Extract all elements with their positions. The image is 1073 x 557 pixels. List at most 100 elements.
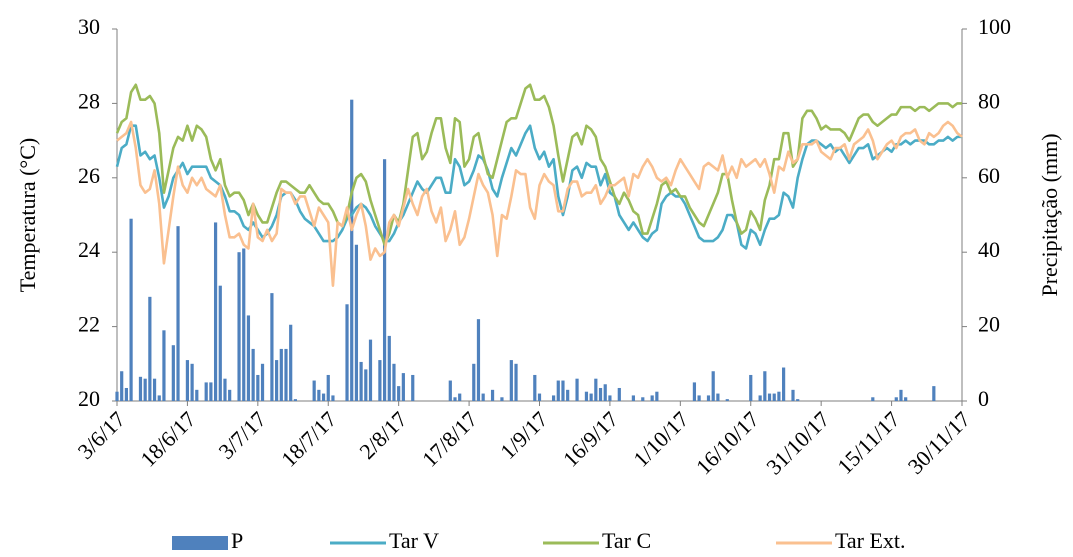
bar [284, 348, 288, 401]
y2-tick-label: 40 [978, 237, 1000, 262]
bar [575, 378, 579, 401]
legend-label: Tar V [389, 528, 439, 553]
x-tick-label: 2/8/17 [354, 406, 411, 463]
y2-axis-title: Precipitação (mm) [1037, 133, 1062, 296]
bar [251, 348, 255, 401]
bar [213, 222, 218, 401]
bar [270, 293, 274, 401]
y2-tick-label: 0 [978, 386, 989, 411]
bar [476, 319, 481, 401]
y-tick-label: 24 [78, 237, 100, 262]
legend-label: Tar Ext. [835, 528, 906, 553]
bar [777, 391, 781, 401]
bar [345, 304, 349, 401]
line [116, 120, 963, 287]
bar [326, 374, 330, 401]
bar [584, 391, 589, 401]
x-tick-label: 1/9/17 [495, 406, 552, 463]
x-tick-label: 18/7/17 [276, 406, 341, 471]
bar [397, 386, 401, 401]
bar [148, 296, 152, 401]
x-tick-label: 30/11/17 [903, 406, 975, 478]
bar [697, 395, 701, 401]
y-tick-label: 28 [78, 88, 100, 113]
bar [537, 393, 542, 401]
bar [237, 252, 241, 401]
bar [129, 218, 133, 401]
bar [321, 393, 326, 401]
x-tick-label: 31/10/17 [761, 406, 834, 479]
bar [204, 382, 208, 401]
bar [448, 380, 452, 401]
y-tick-label: 26 [78, 163, 100, 188]
bar [218, 285, 222, 401]
y2-tick-label: 80 [978, 88, 1000, 113]
bar [411, 374, 415, 401]
x-tick-label: 18/6/17 [135, 406, 200, 471]
legend-label: Tar C [602, 528, 651, 553]
y-axis-title: Temperatura (°C) [15, 138, 40, 292]
bar [871, 397, 875, 401]
bar [260, 363, 265, 401]
bar [453, 397, 457, 401]
bar [275, 360, 279, 401]
bar [176, 226, 180, 401]
bar [120, 371, 124, 401]
bar [711, 371, 715, 401]
bar [364, 369, 368, 401]
bar [932, 386, 936, 401]
bar [631, 395, 635, 401]
bar [716, 393, 720, 401]
bar [293, 399, 297, 401]
bar [796, 399, 800, 401]
bar [223, 378, 227, 401]
bar [195, 389, 199, 401]
y-tick-label: 20 [78, 386, 100, 411]
bar [650, 395, 654, 401]
bar [138, 376, 143, 401]
bar [143, 378, 147, 401]
bar [246, 315, 251, 401]
x-tick-label: 3/6/17 [73, 406, 130, 463]
bar [279, 348, 283, 401]
line [115, 83, 962, 247]
x-tick-label: 17/8/17 [417, 406, 482, 471]
bar [598, 387, 603, 401]
bar [772, 393, 776, 401]
bar [763, 371, 767, 401]
bar [317, 389, 321, 401]
bar [500, 397, 504, 401]
bar [509, 360, 513, 401]
legend-swatch [172, 536, 228, 550]
bar [382, 159, 387, 401]
bar [152, 378, 157, 401]
bar [185, 360, 190, 401]
bar [331, 395, 335, 401]
bar [354, 244, 359, 401]
bar [392, 363, 396, 401]
bar [157, 395, 161, 401]
bar [603, 384, 607, 401]
legend-label: P [231, 528, 243, 553]
bar [190, 363, 194, 401]
bar [561, 380, 565, 401]
bar [115, 391, 119, 401]
bar [242, 248, 246, 401]
bar [401, 373, 405, 401]
bar [458, 393, 462, 401]
bar [899, 389, 903, 401]
bar [514, 363, 518, 401]
bar [594, 378, 598, 401]
bar [387, 335, 391, 401]
bar [368, 339, 373, 401]
y2-tick-label: 20 [978, 312, 1000, 337]
x-tick-label: 16/9/17 [558, 406, 623, 471]
bar [725, 399, 729, 401]
bar [641, 397, 645, 401]
bar [791, 389, 795, 401]
bar [533, 374, 537, 401]
bar [767, 393, 772, 401]
y2-tick-label: 60 [978, 163, 1000, 188]
bar [655, 391, 659, 401]
bar [350, 99, 354, 402]
